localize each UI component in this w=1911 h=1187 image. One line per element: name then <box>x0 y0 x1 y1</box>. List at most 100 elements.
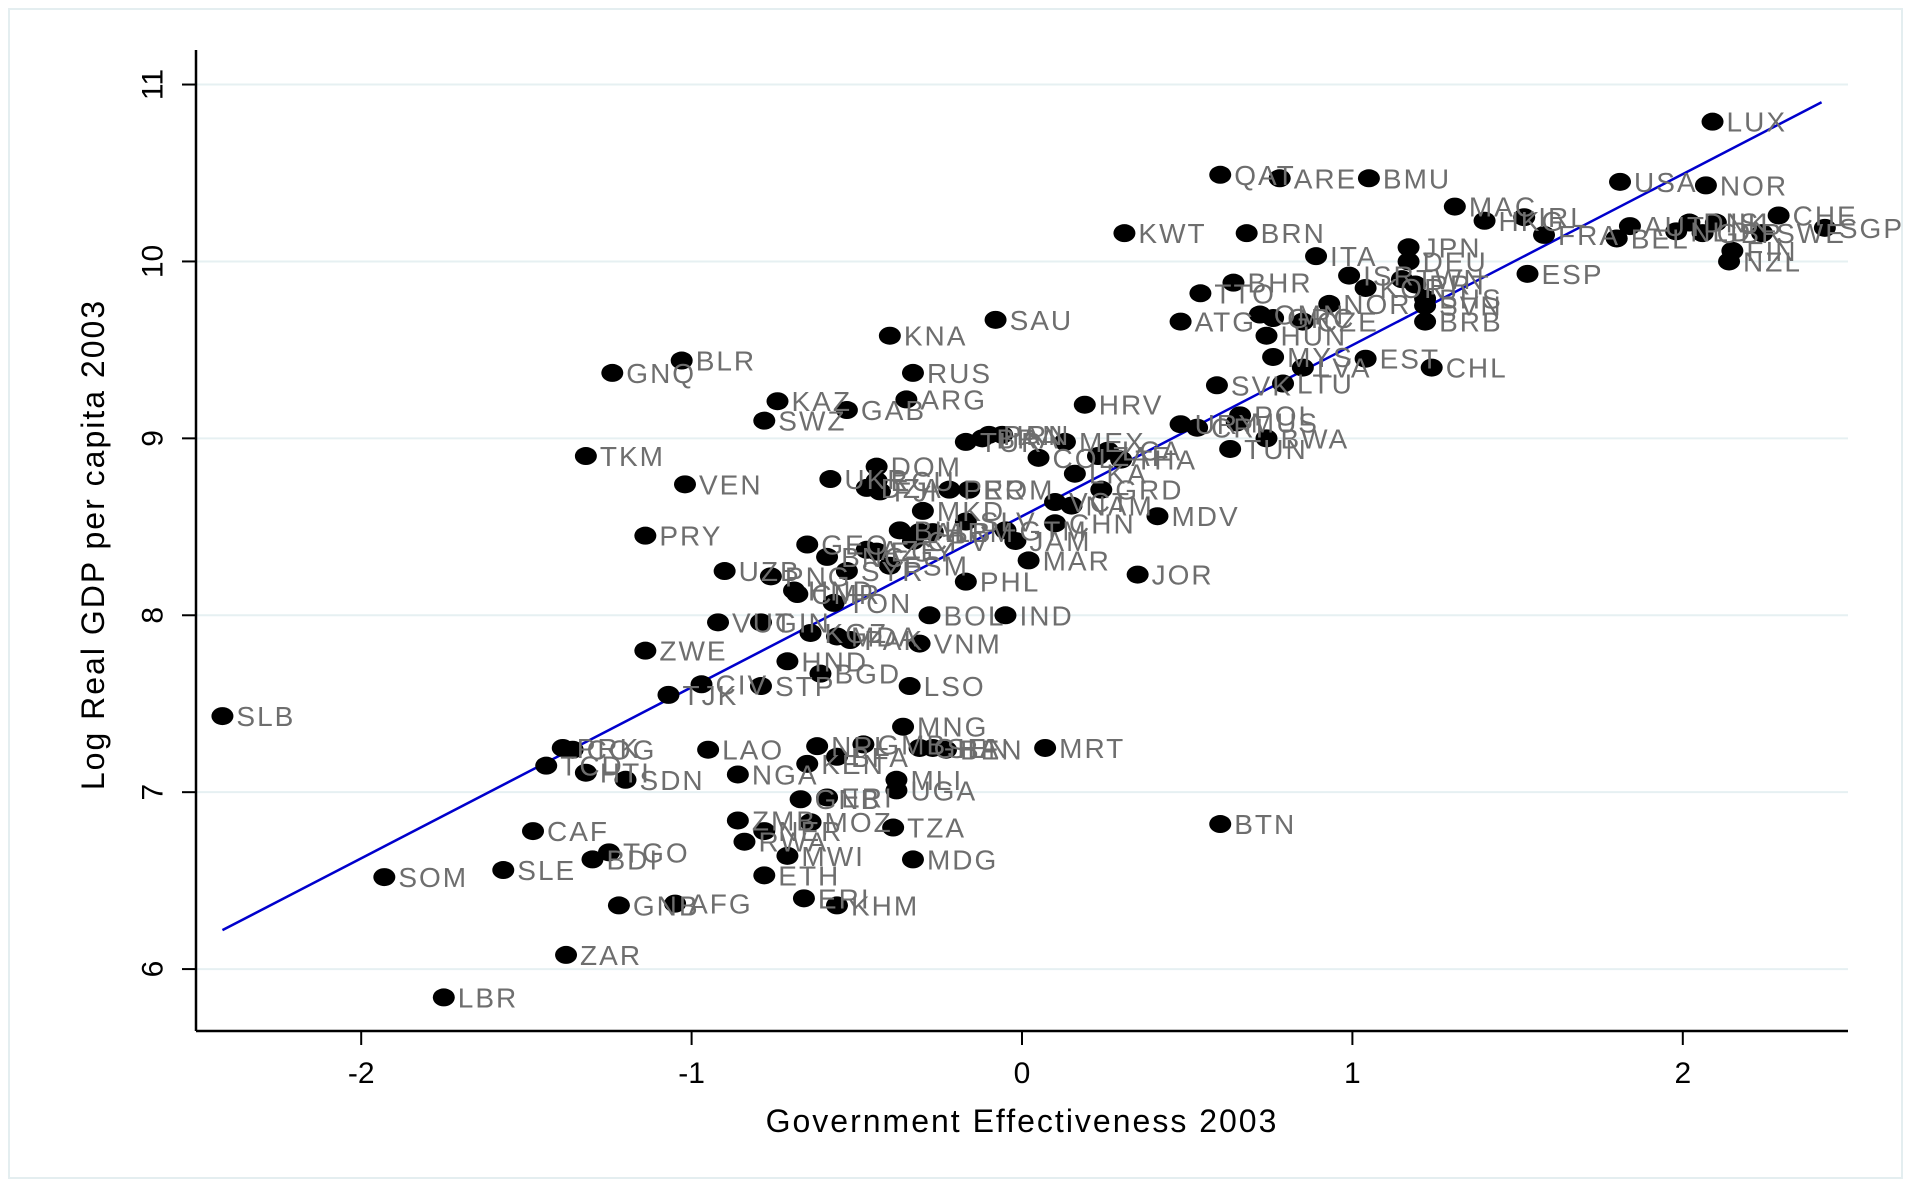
data-point <box>1034 738 1057 757</box>
chart-frame <box>8 8 1903 1179</box>
point-label: UKR <box>844 464 909 495</box>
data-point <box>1169 312 1192 331</box>
data-point <box>835 562 858 581</box>
point-label: NZL <box>1743 246 1802 277</box>
data-point <box>1420 358 1443 377</box>
point-label: CPV <box>927 526 991 557</box>
data-point <box>1189 284 1212 303</box>
data-point <box>878 326 901 345</box>
data-point <box>598 843 620 862</box>
data-point <box>1767 206 1790 225</box>
point-label: PAN <box>1003 420 1064 451</box>
data-point <box>1110 450 1133 469</box>
x-tick-label: -1 <box>678 1057 705 1090</box>
point-label: POL <box>1254 400 1316 431</box>
point-label: JPN <box>1423 232 1482 263</box>
data-points <box>211 112 1836 1007</box>
data-point <box>1813 218 1836 237</box>
data-point <box>1414 296 1437 315</box>
point-label: PAK <box>864 625 924 656</box>
point-label: SLV <box>980 507 1037 538</box>
data-point <box>373 868 396 887</box>
point-label: OMN <box>1274 300 1345 331</box>
point-label: LCA <box>1122 436 1182 467</box>
point-label: VUT <box>732 607 794 638</box>
point-label: CZE <box>1317 307 1379 338</box>
point-label: BHS <box>1439 284 1503 315</box>
point-label: GNB <box>633 890 700 921</box>
data-point <box>1225 413 1248 432</box>
point-label: MDV <box>1171 501 1239 532</box>
data-point <box>432 988 455 1007</box>
data-point <box>1209 165 1232 184</box>
point-label: MUS <box>1251 407 1319 438</box>
data-point <box>852 735 875 754</box>
point-label: BDI <box>606 844 659 875</box>
data-point <box>1169 415 1192 434</box>
data-point <box>753 411 776 430</box>
data-point <box>839 631 862 650</box>
data-point <box>819 470 842 489</box>
point-label: BNC <box>841 542 906 573</box>
point-label: PRY <box>659 521 722 552</box>
data-point <box>786 585 809 604</box>
data-point <box>1354 278 1377 297</box>
data-point <box>1073 395 1096 414</box>
point-label: LUX <box>1727 107 1787 138</box>
point-label: MKD <box>937 496 1005 527</box>
point-label: GEO <box>821 530 889 561</box>
point-label: NOR <box>1720 170 1788 201</box>
data-point <box>1262 347 1285 366</box>
data-point <box>1004 531 1027 550</box>
point-label: DZA <box>881 473 943 504</box>
point-label: GTM <box>1019 515 1087 546</box>
data-point <box>921 523 944 542</box>
point-label: MRT <box>1059 733 1125 764</box>
point-label: TWN <box>1416 264 1486 295</box>
data-point <box>1404 275 1427 294</box>
point-label: BWA <box>1280 423 1349 454</box>
point-label: FSM <box>904 551 969 582</box>
data-point <box>657 685 680 704</box>
data-point <box>1609 172 1632 191</box>
point-label: GAB <box>861 395 926 426</box>
point-label: ISR <box>1363 261 1416 292</box>
data-point <box>1272 374 1295 393</box>
point-label: MDG <box>927 844 998 875</box>
point-label: PRK <box>577 733 641 764</box>
data-point <box>865 457 888 476</box>
point-label: NLD <box>1690 216 1752 247</box>
data-point <box>1235 224 1258 243</box>
point-label: KAZ <box>792 386 852 417</box>
point-label: GHA <box>934 733 1001 764</box>
data-point <box>1397 252 1420 271</box>
point-label: CHE <box>1793 200 1858 231</box>
point-label: SYR <box>861 556 925 587</box>
data-point <box>1044 514 1067 533</box>
data-point <box>792 889 815 908</box>
fit-line <box>221 101 1823 932</box>
point-label: HTI <box>600 758 651 789</box>
point-label: KWT <box>1138 218 1206 249</box>
point-label: CAF <box>547 816 609 847</box>
point-label: FJI <box>894 476 939 507</box>
data-point <box>1605 229 1628 248</box>
point-label: TZA <box>907 813 966 844</box>
point-label: AFG <box>689 889 753 920</box>
point-label: TTO <box>1214 278 1275 309</box>
point-label: LSO <box>924 671 986 702</box>
point-label: VCT <box>1069 487 1131 518</box>
axes <box>182 50 1848 1045</box>
data-point <box>1354 349 1377 368</box>
point-label: CMR <box>811 579 881 610</box>
data-point <box>1516 264 1539 283</box>
data-point <box>535 756 558 775</box>
data-point <box>726 811 749 830</box>
data-point <box>766 392 789 411</box>
data-point <box>1751 224 1774 243</box>
x-tick-label: 0 <box>1014 1057 1031 1090</box>
data-point <box>1027 448 1050 467</box>
data-point <box>1060 496 1083 515</box>
point-label: COL <box>1053 443 1117 474</box>
